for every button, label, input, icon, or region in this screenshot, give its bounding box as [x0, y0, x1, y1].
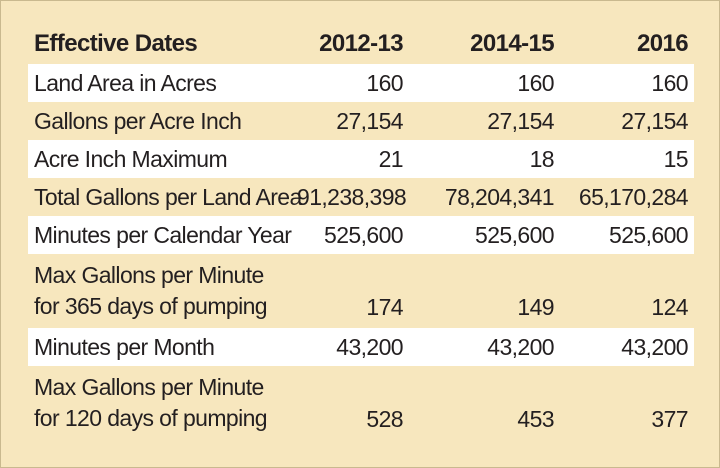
header-label: Effective Dates	[34, 29, 198, 57]
row-value: 124	[651, 294, 688, 320]
row-label: Acre Inch Maximum	[28, 140, 291, 178]
table-row: Minutes per Month 43,200 43,200 43,200	[28, 328, 694, 366]
row-value: 27,154	[487, 107, 554, 134]
row-value: 15	[560, 140, 694, 178]
row-value: 174	[366, 294, 403, 320]
table-row: Max Gallons per Minute for 120 days of p…	[28, 366, 694, 440]
row-value: 43,200	[409, 328, 560, 366]
row-value: 27,154	[621, 107, 688, 134]
row-value: 78,204,341	[444, 183, 555, 210]
table-row: Land Area in Acres 160 160 160	[28, 64, 694, 102]
row-value: 525,600	[291, 216, 409, 254]
row-value: 525,600	[560, 216, 694, 254]
row-value: 27,154	[336, 107, 403, 134]
row-value: 149	[517, 294, 554, 320]
row-value: 453	[517, 406, 554, 432]
row-value: 91,238,398	[297, 183, 407, 210]
header-row: Effective Dates 2012-13 2014-15 2016	[28, 22, 694, 64]
irrigation-table: Effective Dates 2012-13 2014-15 2016 Lan…	[28, 22, 694, 440]
table-row: Gallons per Acre Inch 27,154 27,154 27,1…	[28, 102, 694, 140]
row-label: Max Gallons per Minute for 365 days of p…	[34, 262, 268, 319]
header-period-2014-15: 2014-15	[470, 29, 554, 57]
row-label: Max Gallons per Minute for 120 days of p…	[34, 374, 268, 431]
row-value: 528	[366, 406, 403, 432]
row-label: Minutes per Calendar Year	[28, 216, 292, 254]
row-value: 377	[651, 406, 688, 432]
row-label: Minutes per Month	[28, 328, 291, 366]
row-value: 43,200	[560, 328, 694, 366]
header-period-2016: 2016	[637, 29, 689, 57]
header-period-2012-13: 2012-13	[319, 29, 403, 57]
table-row: Minutes per Calendar Year 525,600 525,60…	[28, 216, 694, 254]
row-label: Total Gallons per Land Area	[34, 183, 302, 210]
table-row: Acre Inch Maximum 21 18 15	[28, 140, 694, 178]
row-value: 160	[291, 64, 409, 102]
row-value: 525,600	[409, 216, 560, 254]
row-value: 160	[560, 64, 694, 102]
row-label: Land Area in Acres	[28, 64, 291, 102]
row-value: 43,200	[291, 328, 409, 366]
row-value: 18	[409, 140, 560, 178]
row-value: 21	[291, 140, 409, 178]
row-value: 160	[409, 64, 560, 102]
row-value: 65,170,284	[578, 183, 689, 210]
table-row: Total Gallons per Land Area 91,238,398 7…	[28, 178, 694, 216]
row-label: Gallons per Acre Inch	[34, 107, 242, 134]
table-row: Max Gallons per Minute for 365 days of p…	[28, 254, 694, 328]
